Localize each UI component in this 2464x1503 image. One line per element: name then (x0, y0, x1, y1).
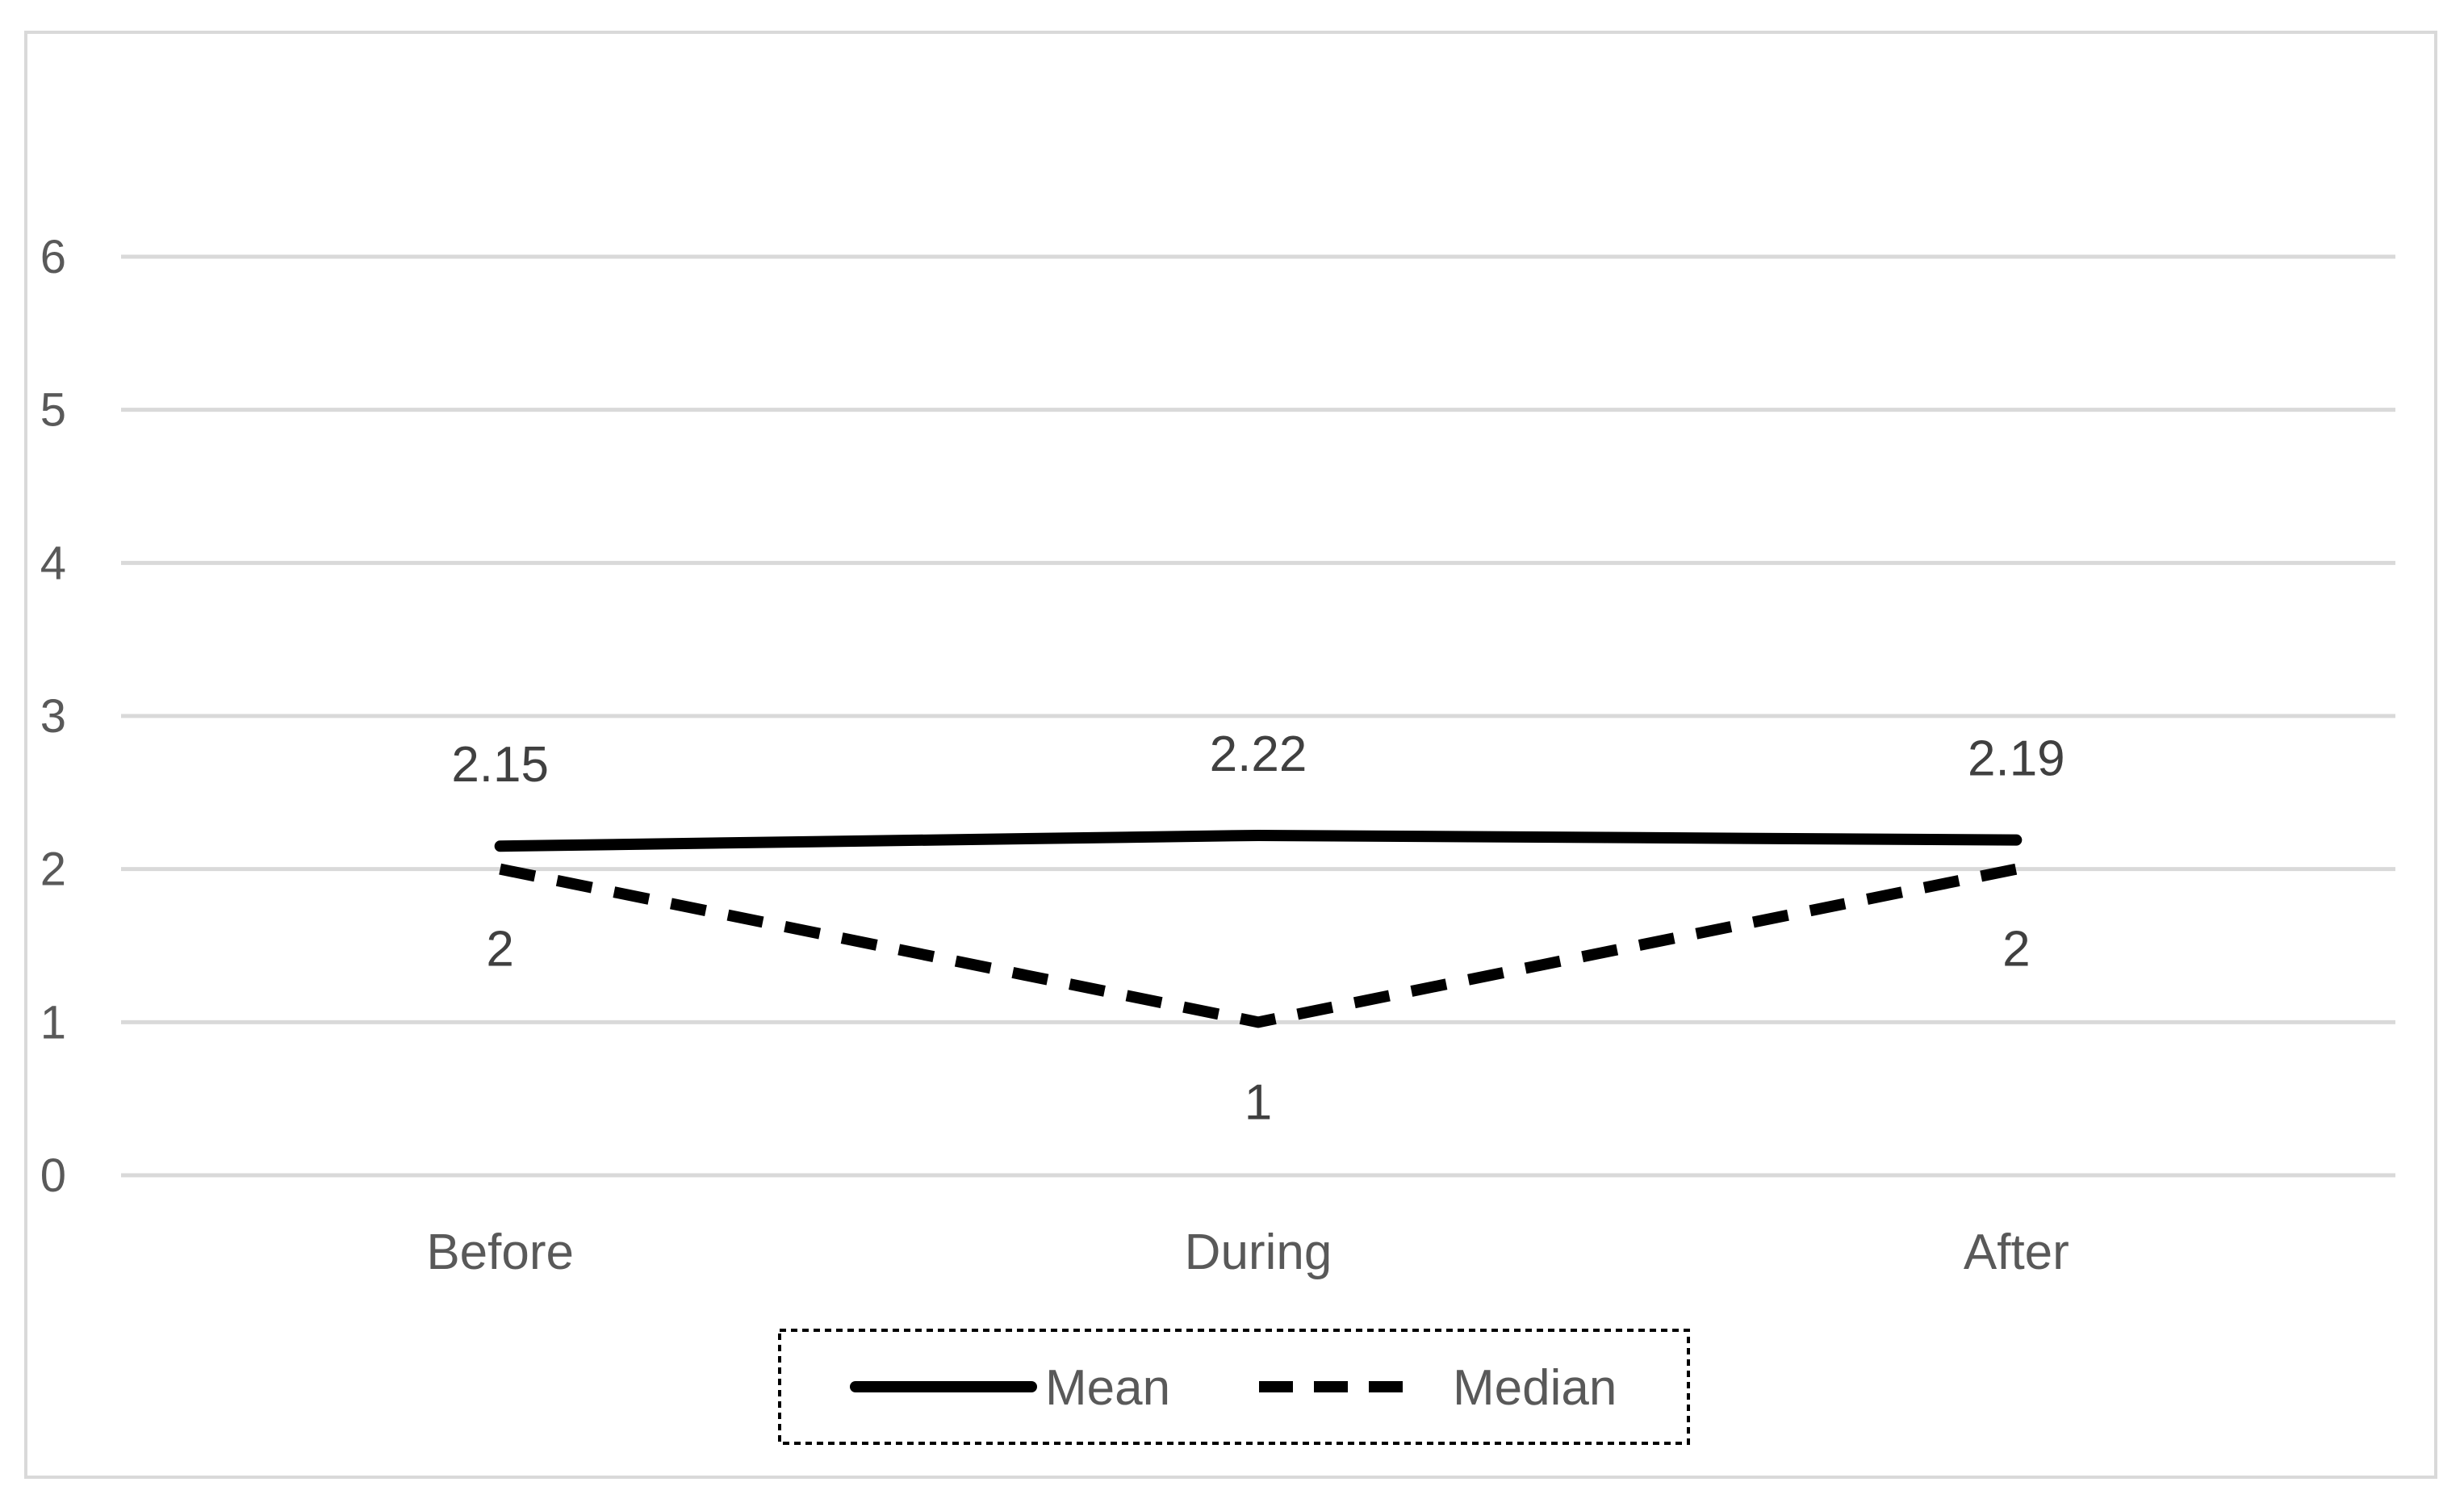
x-category-label: Before (426, 1225, 574, 1280)
x-category-label: During (1185, 1225, 1332, 1280)
data-labels: 2.15 2.22 2.19 2 1 2 (451, 726, 2064, 1130)
data-label-median: 2 (486, 922, 513, 978)
data-label-mean: 2.19 (1968, 731, 2065, 787)
y-axis-ticks: 0 1 2 3 4 5 6 (40, 231, 66, 1202)
data-label-mean: 2.22 (1210, 726, 1307, 782)
legend-label-median: Median (1453, 1360, 1617, 1416)
y-tick-label: 1 (40, 996, 66, 1049)
x-axis-categories: Before During After (426, 1225, 2069, 1280)
legend-label-mean: Mean (1045, 1360, 1170, 1416)
y-tick-label: 6 (40, 231, 66, 283)
legend: Mean Median (778, 1329, 1690, 1445)
gridlines (121, 254, 2395, 1178)
y-tick-label: 3 (40, 690, 66, 743)
data-label-mean: 2.15 (451, 737, 549, 793)
y-tick-label: 2 (40, 844, 66, 896)
x-category-label: After (1964, 1225, 2069, 1280)
series-line-mean (494, 829, 2023, 852)
y-tick-label: 0 (40, 1149, 66, 1202)
y-tick-label: 5 (40, 384, 66, 437)
data-label-median: 2 (2002, 922, 2030, 978)
chart-frame (24, 31, 2437, 1479)
data-label-median: 1 (1245, 1074, 1272, 1130)
y-tick-label: 4 (40, 537, 66, 589)
series-line-median (499, 863, 2018, 1028)
series-lines (494, 829, 2023, 1028)
